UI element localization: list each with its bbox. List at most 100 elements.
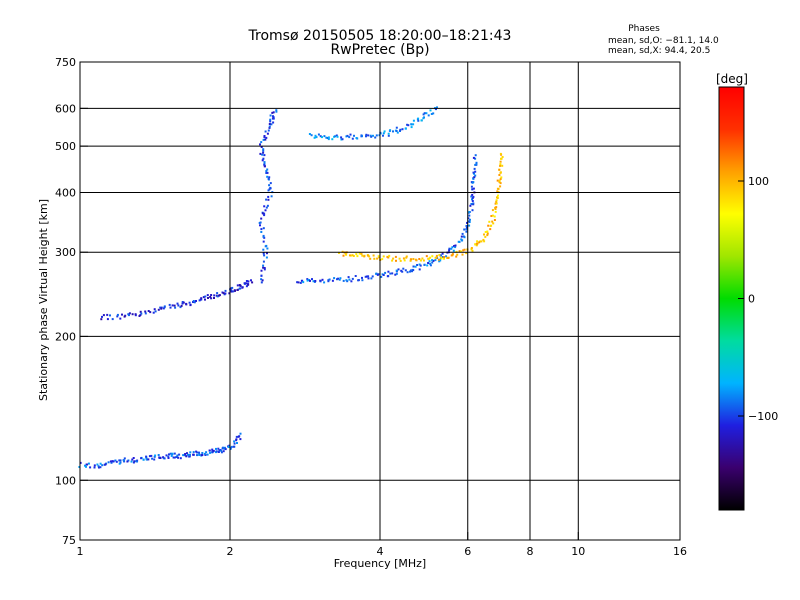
data-point xyxy=(230,287,233,290)
data-point xyxy=(236,284,239,287)
data-point xyxy=(222,446,224,449)
data-point xyxy=(239,438,242,441)
data-point xyxy=(268,184,271,187)
data-point xyxy=(265,136,268,139)
data-point xyxy=(448,247,451,250)
data-point xyxy=(468,224,471,227)
data-point xyxy=(495,200,498,203)
data-point xyxy=(231,286,234,289)
data-point xyxy=(201,452,204,454)
data-point xyxy=(189,451,192,454)
data-point xyxy=(476,242,478,245)
data-point xyxy=(222,450,225,453)
data-point xyxy=(365,275,368,278)
data-point xyxy=(102,314,105,317)
data-point xyxy=(351,254,354,257)
data-point xyxy=(371,275,374,278)
data-point xyxy=(349,133,352,136)
data-point xyxy=(402,267,405,270)
data-point xyxy=(394,273,397,276)
data-point xyxy=(465,228,468,230)
data-point xyxy=(414,265,417,268)
data-point xyxy=(461,239,463,242)
data-point xyxy=(262,157,265,160)
data-point xyxy=(342,254,345,257)
data-point xyxy=(243,282,246,285)
data-point xyxy=(361,276,363,279)
data-point xyxy=(269,120,272,123)
data-point xyxy=(263,135,266,137)
data-point xyxy=(500,157,502,160)
data-point xyxy=(266,252,268,255)
data-point xyxy=(267,198,270,201)
data-point xyxy=(263,205,266,208)
data-point xyxy=(145,458,148,461)
data-point xyxy=(263,136,266,139)
data-point xyxy=(154,454,157,457)
data-point xyxy=(185,302,188,305)
data-point xyxy=(432,112,435,115)
data-point xyxy=(411,270,413,273)
data-point xyxy=(230,290,233,293)
data-point xyxy=(271,117,274,120)
data-point xyxy=(245,285,248,288)
data-point xyxy=(403,259,406,262)
phase-info-o: mean, sd,O: −81.1, 14.0 xyxy=(608,36,719,46)
data-point xyxy=(360,252,363,255)
data-point xyxy=(216,295,219,298)
x-axis-label: Frequency [MHz] xyxy=(334,557,426,570)
data-point xyxy=(99,462,102,465)
data-point xyxy=(110,461,113,464)
data-point xyxy=(262,227,265,230)
data-point xyxy=(427,262,430,264)
data-point xyxy=(209,451,211,454)
data-point xyxy=(317,133,320,136)
data-point xyxy=(323,135,326,138)
data-point xyxy=(472,177,475,180)
data-point xyxy=(336,135,339,138)
data-point xyxy=(496,190,499,193)
data-point xyxy=(176,302,179,305)
data-point xyxy=(406,271,409,274)
data-point xyxy=(235,438,238,441)
data-point xyxy=(275,109,278,112)
data-point xyxy=(423,112,426,115)
data-point xyxy=(259,224,261,227)
data-point xyxy=(428,260,431,263)
data-point xyxy=(427,114,430,117)
data-point xyxy=(260,141,263,144)
data-point xyxy=(260,281,263,284)
data-point xyxy=(121,313,123,316)
data-point xyxy=(215,447,217,450)
data-point xyxy=(471,188,474,191)
data-point xyxy=(145,455,148,458)
data-point xyxy=(472,156,475,159)
data-point xyxy=(348,278,351,281)
data-point xyxy=(436,106,438,109)
data-point xyxy=(381,273,384,276)
data-point xyxy=(170,454,173,457)
data-point xyxy=(331,279,334,282)
data-point xyxy=(85,465,87,468)
data-point xyxy=(236,442,238,444)
y-tick-label: 75 xyxy=(62,534,76,547)
data-point xyxy=(308,133,311,135)
data-point xyxy=(263,161,266,164)
data-point xyxy=(173,452,176,455)
data-point xyxy=(177,456,180,459)
data-point xyxy=(147,310,150,312)
data-point xyxy=(367,277,370,280)
data-point xyxy=(263,267,266,269)
data-point xyxy=(350,280,353,283)
data-point xyxy=(268,125,271,128)
data-point xyxy=(499,177,502,180)
data-point xyxy=(179,457,182,460)
data-point xyxy=(227,446,230,448)
data-point xyxy=(491,214,494,217)
data-point xyxy=(158,456,161,459)
data-point xyxy=(367,275,370,278)
data-point xyxy=(355,137,358,139)
data-point xyxy=(269,114,272,117)
data-point xyxy=(140,457,143,460)
data-point xyxy=(450,254,453,257)
